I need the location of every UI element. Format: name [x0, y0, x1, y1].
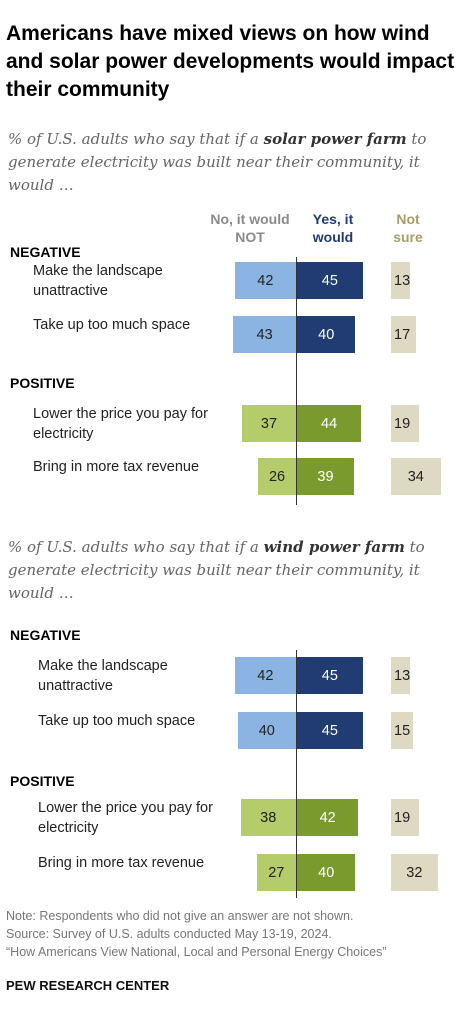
bar-not-sure: 13 [391, 657, 410, 694]
row-label: Take up too much space [38, 713, 196, 729]
bar-not-sure: 32 [391, 854, 438, 891]
bar-no: 42 [234, 262, 296, 299]
chart-title: Americans have mixed views on how wind a… [6, 22, 455, 101]
bar-no: 26 [258, 458, 296, 495]
report-title-text: “How Americans View National, Local and … [6, 945, 387, 959]
note-text: Note: Respondents who did not give an an… [6, 909, 354, 923]
subtitle-highlight: wind power farm [263, 538, 405, 556]
bar-yes: 45 [297, 262, 363, 299]
source-brand: PEW RESEARCH CENTER [6, 978, 170, 993]
column-header-yes: Yes, it would [312, 211, 354, 245]
row-label: Bring in more tax revenue [38, 855, 205, 871]
bar-yes: 40 [297, 854, 356, 891]
row-label: Lower the price you pay for electricity [38, 800, 213, 836]
bar-no: 37 [241, 405, 296, 442]
bar-no: 42 [234, 657, 296, 694]
subtitle-highlight: solar power farm [263, 130, 407, 148]
bar-not-sure: 19 [391, 405, 419, 442]
chart-subtitle: % of U.S. adults who say that if a wind … [8, 538, 425, 602]
bar-yes: 44 [297, 405, 362, 442]
row-label: Take up too much space [33, 317, 191, 333]
bar-no: 27 [256, 854, 296, 891]
bar-not-sure: 17 [391, 316, 416, 353]
group-label-negative: NEGATIVE [10, 627, 81, 643]
group-label-negative: NEGATIVE [10, 244, 81, 260]
row-label: Make the landscape unattractive [33, 263, 163, 299]
row-label: Bring in more tax revenue [33, 459, 200, 475]
chart-subtitle: % of U.S. adults who say that if a solar… [8, 130, 427, 194]
column-header-no: No, it would NOT [210, 211, 290, 245]
bar-not-sure: 13 [391, 262, 410, 299]
bar-yes: 40 [297, 316, 356, 353]
row-label: Lower the price you pay for electricity [33, 406, 208, 442]
bar-no: 40 [237, 712, 296, 749]
source-text: Source: Survey of U.S. adults conducted … [6, 927, 332, 941]
bar-not-sure: 19 [391, 799, 419, 836]
bar-not-sure: 15 [391, 712, 413, 749]
bar-yes: 39 [297, 458, 354, 495]
row-label: Make the landscape unattractive [38, 658, 168, 694]
zero-axis-line [296, 257, 297, 505]
bar-no: 43 [233, 316, 296, 353]
bar-not-sure: 34 [391, 458, 441, 495]
group-label-positive: POSITIVE [10, 773, 75, 789]
bar-yes: 45 [297, 657, 363, 694]
zero-axis-line [296, 650, 297, 898]
bar-no: 38 [240, 799, 296, 836]
column-header-not-sure: Not sure [393, 211, 423, 245]
bar-yes: 45 [297, 712, 363, 749]
group-label-positive: POSITIVE [10, 375, 75, 391]
bar-yes: 42 [297, 799, 359, 836]
